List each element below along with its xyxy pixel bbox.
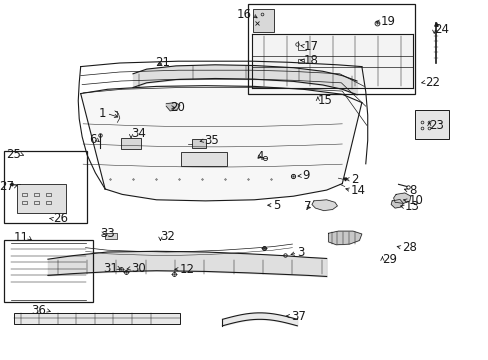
Text: 21: 21 <box>155 57 170 69</box>
Bar <box>22 201 27 204</box>
Text: 31: 31 <box>103 262 118 275</box>
Text: 11: 11 <box>13 231 28 244</box>
Text: 15: 15 <box>317 94 332 107</box>
Bar <box>34 201 39 204</box>
Text: 32: 32 <box>160 230 175 243</box>
Text: 25: 25 <box>6 148 20 161</box>
Text: 18: 18 <box>304 54 318 67</box>
Polygon shape <box>328 231 361 245</box>
Text: 34: 34 <box>131 127 145 140</box>
Bar <box>191 139 206 148</box>
Text: 17: 17 <box>304 40 319 53</box>
Bar <box>46 193 51 196</box>
Text: 19: 19 <box>380 15 395 28</box>
Text: 24: 24 <box>433 23 448 36</box>
Text: 5: 5 <box>272 199 280 212</box>
Text: 26: 26 <box>53 212 68 225</box>
Text: 13: 13 <box>404 201 419 213</box>
Polygon shape <box>81 86 361 201</box>
Text: 20: 20 <box>170 101 184 114</box>
Bar <box>105 233 117 239</box>
Text: 8: 8 <box>408 184 415 197</box>
Text: 2: 2 <box>350 173 358 186</box>
Text: 33: 33 <box>100 227 115 240</box>
Text: 10: 10 <box>407 194 422 207</box>
Text: 30: 30 <box>131 262 145 275</box>
Bar <box>121 138 141 149</box>
Bar <box>4 240 93 302</box>
Text: 14: 14 <box>350 184 366 197</box>
Bar <box>34 193 39 196</box>
Text: 6: 6 <box>89 133 97 146</box>
Text: 3: 3 <box>297 246 304 259</box>
Bar <box>4 151 87 223</box>
Polygon shape <box>393 193 410 203</box>
Bar <box>248 4 414 94</box>
Bar <box>46 201 51 204</box>
Bar <box>414 110 448 139</box>
Text: 23: 23 <box>428 119 443 132</box>
Polygon shape <box>311 200 337 211</box>
Text: 4: 4 <box>256 150 264 163</box>
Bar <box>14 313 180 324</box>
Text: 16: 16 <box>236 8 251 21</box>
Polygon shape <box>390 199 403 208</box>
Text: 28: 28 <box>401 241 416 254</box>
Bar <box>17 184 66 213</box>
Bar <box>181 152 227 166</box>
Bar <box>22 193 27 196</box>
Text: 35: 35 <box>204 134 219 147</box>
Text: 36: 36 <box>32 304 46 317</box>
Bar <box>253 9 273 32</box>
Text: 9: 9 <box>302 169 309 182</box>
Bar <box>298 59 304 63</box>
Text: 12: 12 <box>180 263 195 276</box>
Polygon shape <box>166 103 180 111</box>
Text: 7: 7 <box>304 201 311 213</box>
Text: 22: 22 <box>425 76 440 89</box>
Text: 37: 37 <box>290 310 305 323</box>
Text: 27: 27 <box>0 180 14 193</box>
Text: 1: 1 <box>99 107 106 120</box>
Text: 29: 29 <box>382 253 397 266</box>
